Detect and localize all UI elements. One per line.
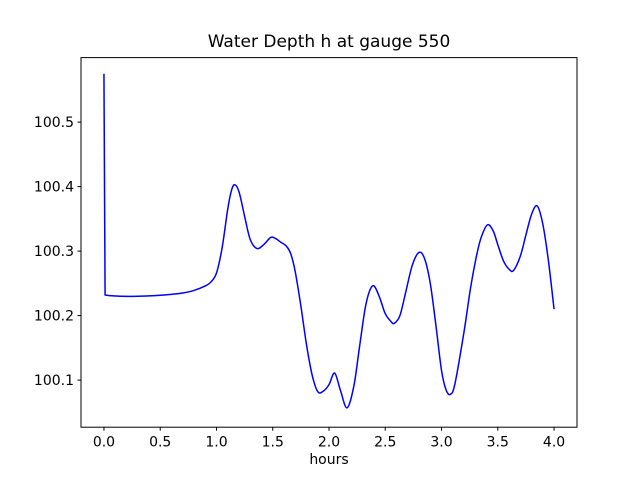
x-tick-label: 1.5 <box>262 435 284 451</box>
x-tick-label: 0.0 <box>93 435 115 451</box>
x-axis-label: hours <box>309 452 348 468</box>
x-tick-label: 3.5 <box>487 435 509 451</box>
y-tick-label: 100.2 <box>34 308 74 324</box>
plot-area: 0.0 0.5 1.0 1.5 2.0 2.5 3.0 3.5 4.0 100.1 100.2 100… <box>34 57 578 451</box>
x-tick-label: 4.0 <box>543 435 565 451</box>
water-depth-at-gauge-550-line <box>103 73 555 409</box>
x-tick-label: 1.0 <box>205 435 227 451</box>
x-tick-label: 2.5 <box>374 435 396 451</box>
x-tick-label: 2.0 <box>318 435 340 451</box>
y-tick-label: 100.1 <box>34 373 74 389</box>
chart-title: Water Depth h at gauge 550 <box>208 32 451 52</box>
y-tick-label: 100.5 <box>34 115 74 131</box>
x-tick-label: 3.0 <box>430 435 452 451</box>
x-tick-label: 0.5 <box>149 435 171 451</box>
y-tick-label: 100.3 <box>34 244 74 260</box>
axes-spines <box>80 57 578 428</box>
y-tick-label: 100.4 <box>34 179 74 195</box>
